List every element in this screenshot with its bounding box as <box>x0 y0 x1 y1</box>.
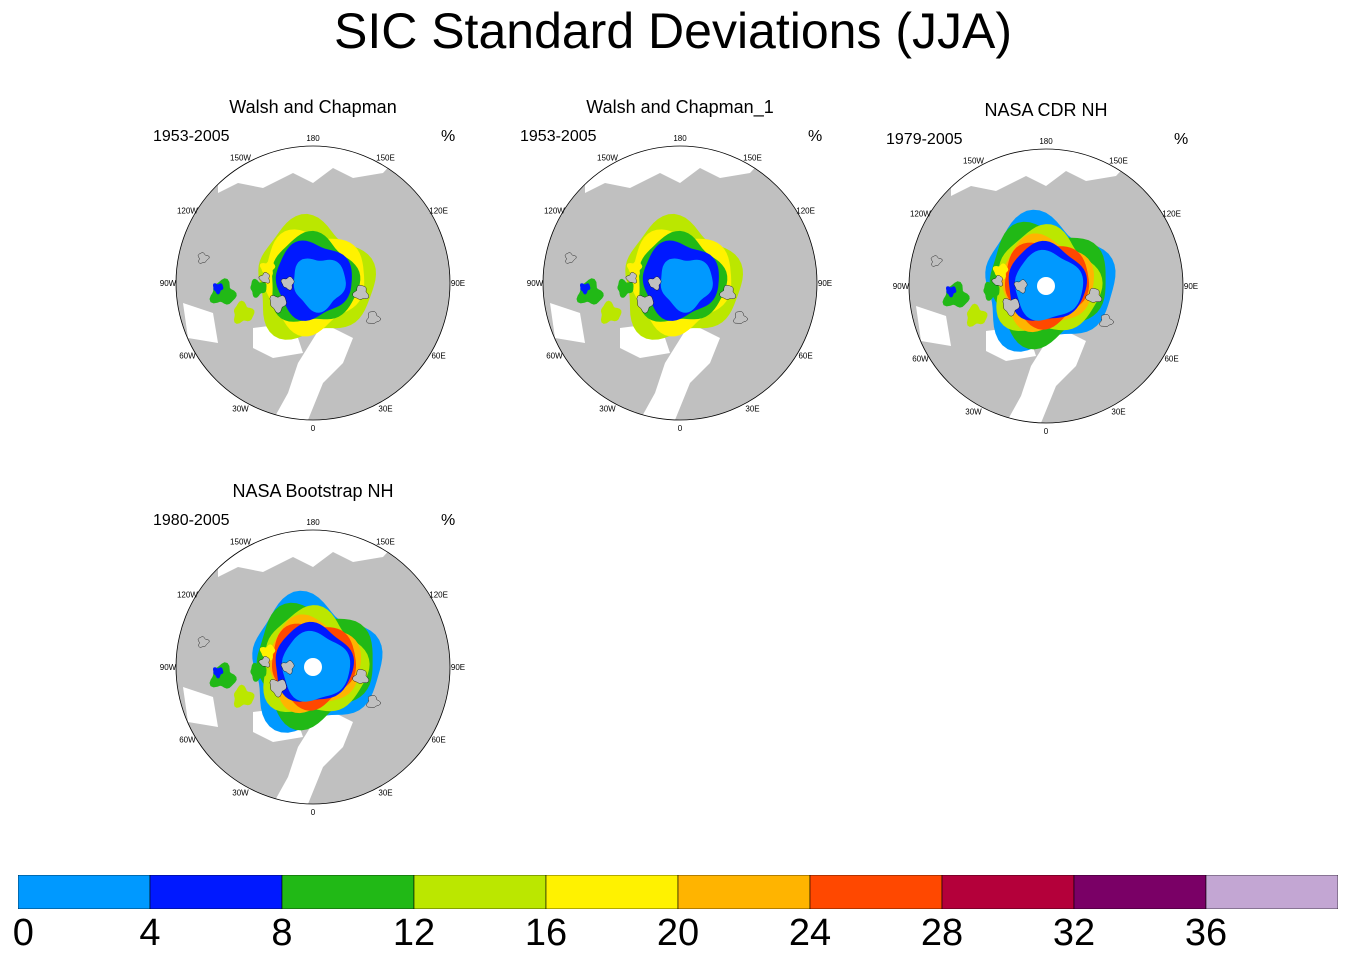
longitude-label: 30E <box>1111 408 1125 417</box>
longitude-label: 60E <box>798 352 812 361</box>
longitude-label: 150E <box>376 153 395 162</box>
longitude-label: 90E <box>451 279 465 288</box>
longitude-label: 90W <box>160 279 177 288</box>
colorbar-tick-label: 24 <box>788 912 832 954</box>
longitude-label: 30W <box>965 408 982 417</box>
longitude-label: 150E <box>376 537 395 546</box>
longitude-label: 150W <box>230 537 251 546</box>
longitude-label: 90E <box>1184 282 1198 291</box>
longitude-label: 120E <box>429 591 448 600</box>
map-panel-walsh-chapman: Walsh and Chapman 1953-2005 % 180 150E 120… <box>148 96 478 456</box>
panel-period: 1980-2005 <box>153 512 230 529</box>
longitude-label: 0 <box>1044 427 1049 436</box>
panel-period: 1953-2005 <box>153 128 230 145</box>
longitude-label: 30W <box>599 405 616 414</box>
colorbar-swatch <box>149 875 283 909</box>
longitude-label: 60E <box>1164 355 1178 364</box>
longitude-label: 60W <box>179 736 196 745</box>
panel-unit: % <box>808 128 823 145</box>
longitude-label: 150E <box>743 153 762 162</box>
colorbar-tick-label: 16 <box>524 912 568 954</box>
polar-map: 180 150E 120E 90E 60E 30E 0 30W 60W 90W 120W 150W <box>160 518 465 817</box>
longitude-label: 120E <box>429 207 448 216</box>
longitude-label: 60W <box>179 352 196 361</box>
colorbar-tick-label: 12 <box>392 912 436 954</box>
longitude-label: 120W <box>910 210 931 219</box>
colorbar-swatch <box>18 875 151 909</box>
colorbar-swatch <box>1205 875 1338 909</box>
panel-title: NASA Bootstrap NH <box>232 481 394 501</box>
longitude-label: 120E <box>1162 210 1181 219</box>
longitude-label: 120W <box>177 591 198 600</box>
longitude-label: 30E <box>745 405 759 414</box>
longitude-label: 150W <box>597 153 618 162</box>
longitude-label: 150E <box>1109 156 1128 165</box>
longitude-label: 180 <box>673 134 687 143</box>
colorbar-tick-label: 32 <box>1052 912 1096 954</box>
colorbar-swatch <box>677 875 811 909</box>
map-panel-nasa-cdr: NASA CDR NH 1979-2005 % 180 150E 120E 90E 60… <box>881 99 1211 459</box>
polar-map: 180 150E 120E 90E 60E 30E 0 30W 60W 90W 120W 150W <box>160 134 465 433</box>
colorbar-swatch <box>545 875 679 909</box>
longitude-label: 150W <box>963 156 984 165</box>
longitude-label: 0 <box>678 424 683 433</box>
longitude-label: 120E <box>796 207 815 216</box>
panel-period: 1953-2005 <box>520 128 597 145</box>
colorbar-tick-label: 4 <box>139 912 161 954</box>
colorbar-swatch <box>281 875 415 909</box>
longitude-label: 60E <box>431 352 445 361</box>
longitude-label: 120W <box>544 207 565 216</box>
map-panel-nasa-bootstrap: NASA Bootstrap NH 1980-2005 % 180 150E 120… <box>148 480 478 840</box>
panel-title: Walsh and Chapman_1 <box>586 97 774 117</box>
polar-map: 180 150E 120E 90E 60E 30E 0 30W 60W 90W 120W 150W <box>527 134 832 433</box>
longitude-label: 150W <box>230 153 251 162</box>
longitude-label: 30W <box>232 405 249 414</box>
panel-unit: % <box>1174 131 1189 148</box>
polar-map: 180 150E 120E 90E 60E 30E 0 30W 60W 90W 120W 150W <box>893 137 1198 436</box>
panel-unit: % <box>441 128 456 145</box>
panel-unit: % <box>441 512 456 529</box>
figure-title: SIC Standard Deviations (JJA) <box>333 3 1013 59</box>
longitude-label: 60E <box>431 736 445 745</box>
colorbar-swatch <box>413 875 547 909</box>
colorbar-tick-label: 8 <box>271 912 293 954</box>
map-panel-walsh-chapman-1: Walsh and Chapman_1 1953-2005 % 180 150E 1… <box>515 96 845 456</box>
longitude-label: 90E <box>451 663 465 672</box>
colorbar-tick-label: 0 <box>12 912 34 954</box>
longitude-label: 180 <box>306 134 320 143</box>
longitude-label: 0 <box>311 424 316 433</box>
longitude-label: 90W <box>527 279 544 288</box>
longitude-label: 180 <box>1039 137 1053 146</box>
colorbar-tick-label: 36 <box>1184 912 1228 954</box>
longitude-label: 90W <box>893 282 910 291</box>
longitude-label: 90E <box>818 279 832 288</box>
longitude-label: 60W <box>912 355 929 364</box>
colorbar-swatch <box>1073 875 1207 909</box>
longitude-label: 120W <box>177 207 198 216</box>
longitude-label: 30W <box>232 789 249 798</box>
colorbar-labels: 0 4 8 12 16 20 24 28 32 36 <box>0 910 1346 956</box>
longitude-label: 30E <box>378 405 392 414</box>
colorbar-tick-label: 20 <box>656 912 700 954</box>
colorbar-swatch <box>941 875 1075 909</box>
colorbar <box>18 875 1338 909</box>
colorbar-tick-label: 28 <box>920 912 964 954</box>
panel-title: Walsh and Chapman <box>229 97 397 117</box>
panel-title: NASA CDR NH <box>984 100 1108 120</box>
panel-period: 1979-2005 <box>886 131 963 148</box>
longitude-label: 60W <box>546 352 563 361</box>
longitude-label: 90W <box>160 663 177 672</box>
longitude-label: 180 <box>306 518 320 527</box>
colorbar-swatch <box>809 875 943 909</box>
longitude-label: 30E <box>378 789 392 798</box>
longitude-label: 0 <box>311 808 316 817</box>
